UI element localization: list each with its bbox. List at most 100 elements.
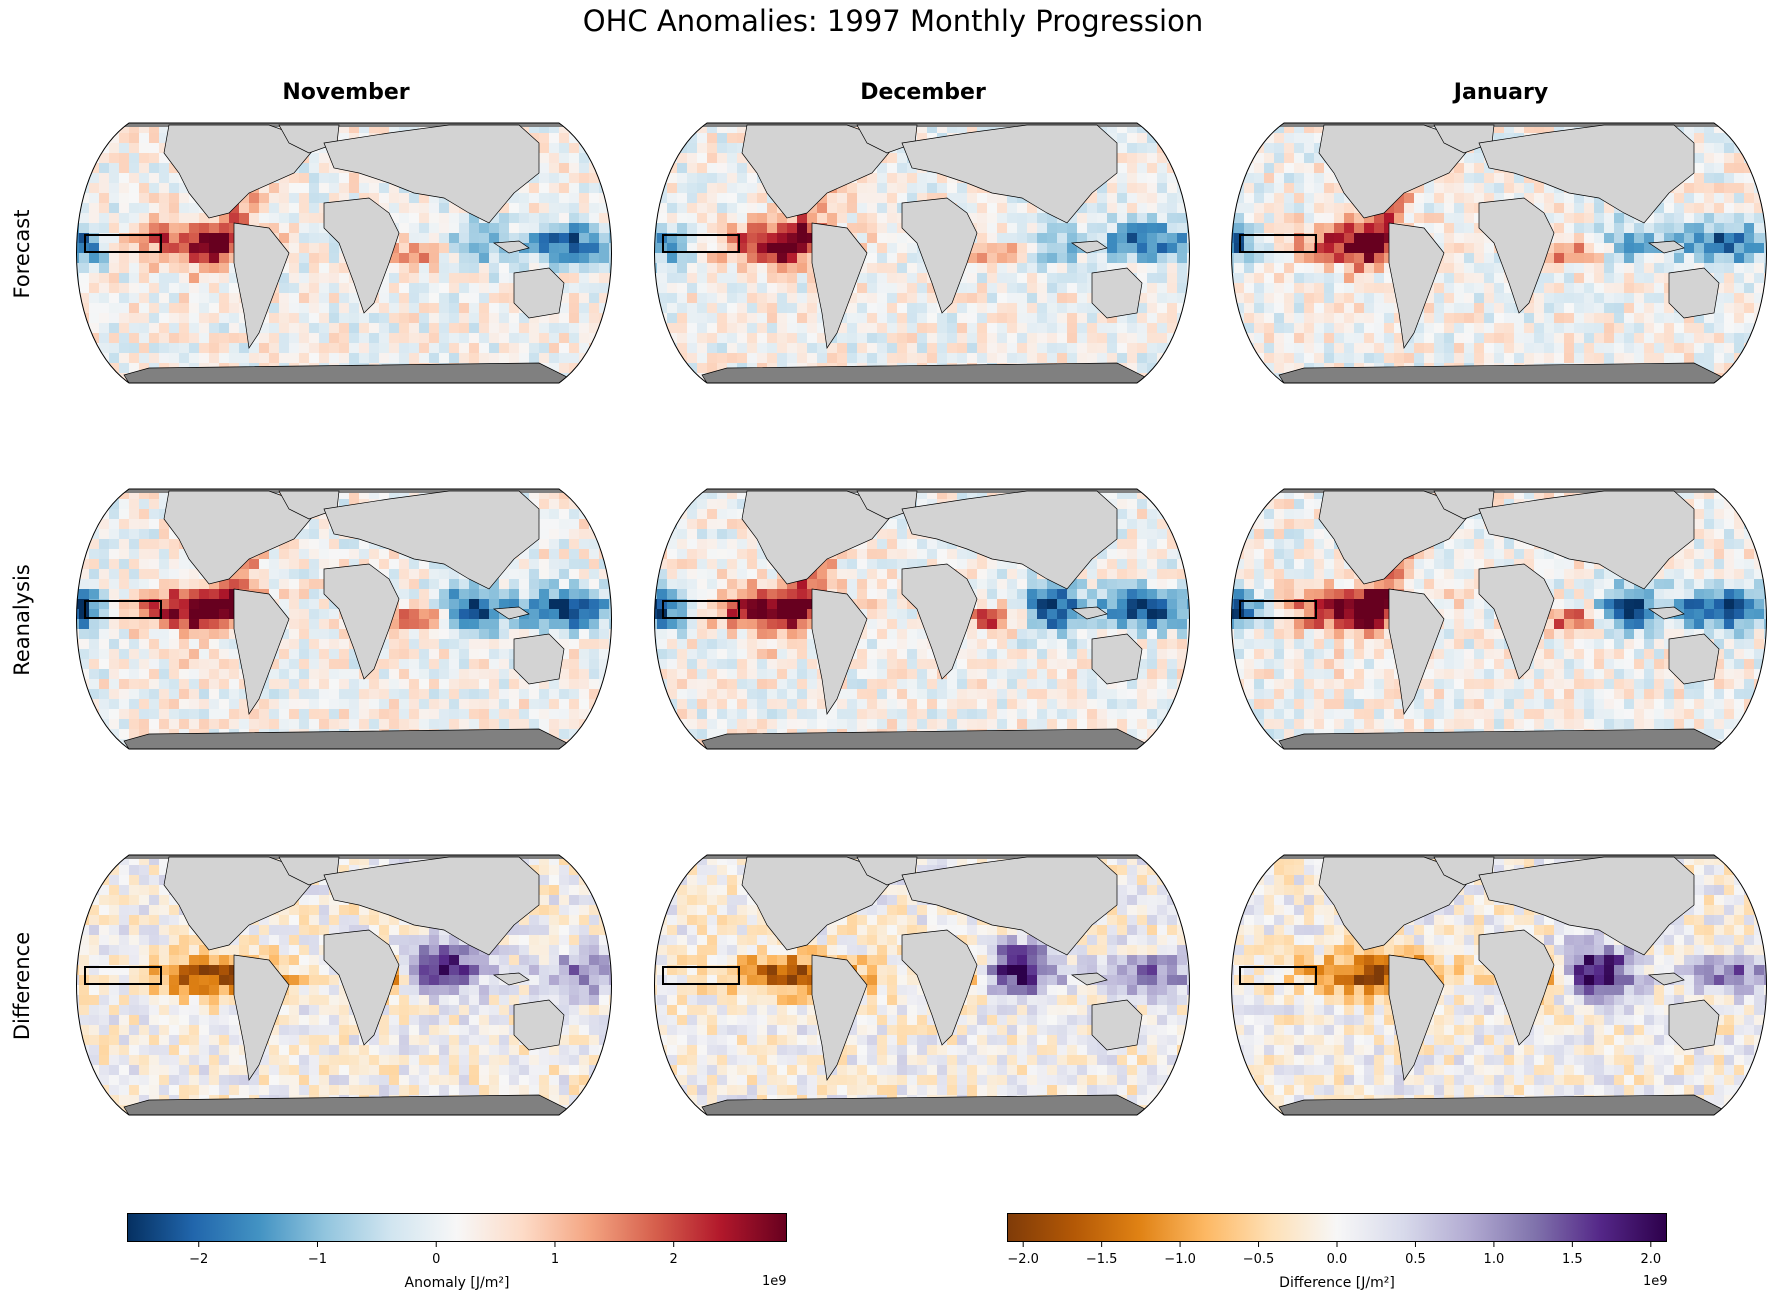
land-mass [1070, 240, 1108, 254]
land-mass [323, 856, 540, 956]
map-outline [76, 122, 612, 384]
map-svg [76, 122, 612, 384]
map-svg [1231, 488, 1767, 750]
column-title-january: January [1453, 80, 1549, 105]
anomaly-colorbar-tick-label: 2 [670, 1252, 678, 1267]
land-mass [1478, 490, 1695, 590]
land-mass [901, 563, 978, 680]
nino-box [1239, 234, 1317, 253]
map-svg [76, 854, 612, 1116]
land-mass [492, 240, 530, 254]
difference-colorbar-svg: −2.0 −1.5 −1.0 −0.5 0.0 0.5 1.0 1.5 2.0 [1007, 1213, 1667, 1267]
land-mass [1388, 222, 1445, 349]
difference-colorbar: −2.0 −1.5 −1.0 −0.5 0.0 0.5 1.0 1.5 2.0 [1007, 1213, 1667, 1293]
land-mass [233, 954, 290, 1081]
antarctica [123, 728, 570, 749]
anomaly-colorbar-tick-label: 1 [551, 1252, 559, 1267]
nino-box [1239, 600, 1317, 619]
land-mass [1647, 606, 1685, 620]
land-mass [1668, 999, 1720, 1051]
nino-box [1239, 966, 1317, 985]
row-label-forecast: Forecast [10, 209, 34, 299]
land-mass [856, 124, 918, 154]
land-mass [513, 633, 565, 685]
antarctica [1278, 362, 1725, 383]
land-mass [1433, 856, 1495, 886]
land-mass [233, 222, 290, 349]
land-mass [1070, 972, 1108, 986]
land-mass [1478, 929, 1555, 1046]
land-mass [1478, 856, 1695, 956]
land-mass [1647, 972, 1685, 986]
land-mass [901, 124, 1118, 224]
map-panel-difference-december [647, 845, 1197, 1125]
land-mass [323, 563, 400, 680]
land-mass [811, 954, 868, 1081]
difference-colorbar-exponent: 1e9 [1643, 1274, 1668, 1289]
row-label-difference: Difference [10, 931, 34, 1041]
difference-colorbar-label: Difference [J/m²] [1279, 1275, 1395, 1291]
land-mass [1668, 633, 1720, 685]
map-outline [654, 488, 1190, 750]
antarctica [701, 1094, 1148, 1115]
map-outline [1231, 122, 1767, 384]
map-panel-forecast-january [1224, 113, 1774, 393]
land-mass [278, 124, 340, 154]
land-mass [1091, 633, 1143, 685]
nino-box [84, 234, 162, 253]
land-mass [278, 490, 340, 520]
nino-box [662, 600, 740, 619]
difference-colorbar-gradient [1007, 1213, 1667, 1242]
antarctica [701, 362, 1148, 383]
map-svg [76, 488, 612, 750]
land-mass [323, 490, 540, 590]
map-outline [654, 122, 1190, 384]
map-panel-reanalysis-november [69, 479, 619, 759]
column-title-december: December [860, 80, 986, 105]
land-mass [492, 972, 530, 986]
difference-colorbar-tick-label: 1.0 [1484, 1252, 1505, 1267]
antarctica [123, 1094, 570, 1115]
anomaly-colorbar-tick-label: −2 [189, 1252, 208, 1267]
land-mass [901, 929, 978, 1046]
anomaly-colorbar-exponent: 1e9 [762, 1274, 787, 1289]
anomaly-colorbar-tick-label: −1 [308, 1252, 327, 1267]
nino-box [84, 966, 162, 985]
land-mass [323, 124, 540, 224]
antarctica [1278, 1094, 1725, 1115]
land-mass [1433, 124, 1495, 154]
land-mass [323, 929, 400, 1046]
land-mass [323, 197, 400, 314]
row-label-reanalysis: Reanalysis [10, 564, 34, 676]
land-mass [901, 197, 978, 314]
map-outline [1231, 488, 1767, 750]
map-outline [1231, 854, 1767, 1116]
land-mass [1388, 954, 1445, 1081]
map-svg [1231, 122, 1767, 384]
land-mass [1478, 563, 1555, 680]
map-panel-difference-january [1224, 845, 1774, 1125]
anomaly-colorbar-label: Anomaly [J/m²] [404, 1275, 510, 1291]
map-svg [654, 854, 1190, 1116]
land-mass [856, 856, 918, 886]
difference-colorbar-tick-label: −2.0 [1007, 1252, 1039, 1267]
map-panel-forecast-november [69, 113, 619, 393]
land-mass [513, 999, 565, 1051]
map-svg [1231, 854, 1767, 1116]
land-mass [1070, 606, 1108, 620]
land-mass [513, 267, 565, 319]
land-mass [1647, 240, 1685, 254]
land-mass [811, 588, 868, 715]
map-outline [76, 488, 612, 750]
land-mass [1478, 197, 1555, 314]
land-mass [1668, 267, 1720, 319]
anomaly-colorbar-tick-label: 0 [432, 1252, 440, 1267]
map-svg [654, 488, 1190, 750]
map-panel-reanalysis-december [647, 479, 1197, 759]
nino-box [662, 966, 740, 985]
land-mass [1091, 267, 1143, 319]
map-panel-forecast-december [647, 113, 1197, 393]
land-mass [856, 490, 918, 520]
difference-colorbar-tick-label: 1.5 [1562, 1252, 1583, 1267]
antarctica [1278, 728, 1725, 749]
